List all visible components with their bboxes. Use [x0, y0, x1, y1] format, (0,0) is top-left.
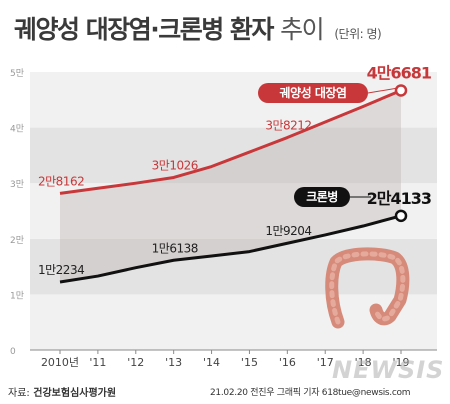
y-tick-label: 4만: [10, 124, 24, 135]
gap-area: [60, 90, 401, 282]
series-line: [59, 214, 402, 284]
data-label: 1만2234: [38, 263, 84, 277]
grid-band: [30, 72, 437, 128]
x-tick-label: '18: [355, 356, 372, 369]
title-light: 추이: [280, 15, 325, 44]
end-marker: [394, 209, 408, 223]
end-value-label: 2만4133: [367, 189, 431, 208]
credit-note: 21.02.20 전진우 그래픽 기자 618tue@newsis.com: [210, 388, 411, 398]
grid-band: [30, 294, 437, 350]
legend-pill: [294, 187, 350, 207]
data-label: 2만8162: [38, 174, 84, 188]
legend-connector: [367, 87, 399, 94]
x-tick-label: '11: [89, 356, 106, 369]
grid-band: [30, 183, 437, 239]
end-marker: [394, 84, 408, 97]
y-tick-label: 1만: [10, 290, 24, 301]
legend-label: 크론병: [306, 189, 338, 204]
intestine-highlight: [329, 251, 406, 325]
series-line: [59, 89, 402, 195]
x-tick-label: '13: [165, 356, 182, 369]
data-label: 1만6138: [152, 241, 198, 255]
y-tick-label: 2만: [10, 235, 24, 246]
legend-label: 궤양성 대장염: [280, 85, 347, 100]
grid-band: [30, 127, 437, 184]
data-label: 3만1026: [152, 158, 198, 172]
y-tick-label: 5만: [10, 68, 24, 79]
x-tick-label: '12: [127, 356, 144, 369]
x-tick-label: '17: [317, 356, 334, 369]
data-label: 3만8212: [265, 119, 311, 133]
x-tick-label: '16: [279, 356, 296, 369]
source-name: 건강보험심사평가원: [33, 388, 117, 399]
title-bold: 궤양성 대장염·크론병 환자: [14, 15, 274, 44]
data-label: 1만9204: [265, 224, 311, 238]
end-value-label: 4만6681: [367, 63, 432, 82]
chart-title: 궤양성 대장염·크론병 환자 추이 (단위: 명): [14, 10, 382, 46]
x-tick-label: '15: [241, 356, 258, 369]
x-tick-label: '14: [203, 356, 220, 369]
intestine-illustration: [325, 247, 410, 329]
x-tick-label: '19: [392, 356, 409, 369]
y-tick-label: 0: [10, 347, 16, 357]
watermark: NEWSIS: [332, 356, 445, 384]
y-tick-label: 3만: [10, 179, 24, 190]
legend-pill: [258, 83, 368, 103]
x-tick-label: 2010년: [41, 356, 79, 369]
source-note: 자료: 건강보험심사평가원: [8, 384, 116, 399]
source-label: 자료:: [8, 388, 30, 399]
title-unit: (단위: 명): [334, 27, 382, 41]
